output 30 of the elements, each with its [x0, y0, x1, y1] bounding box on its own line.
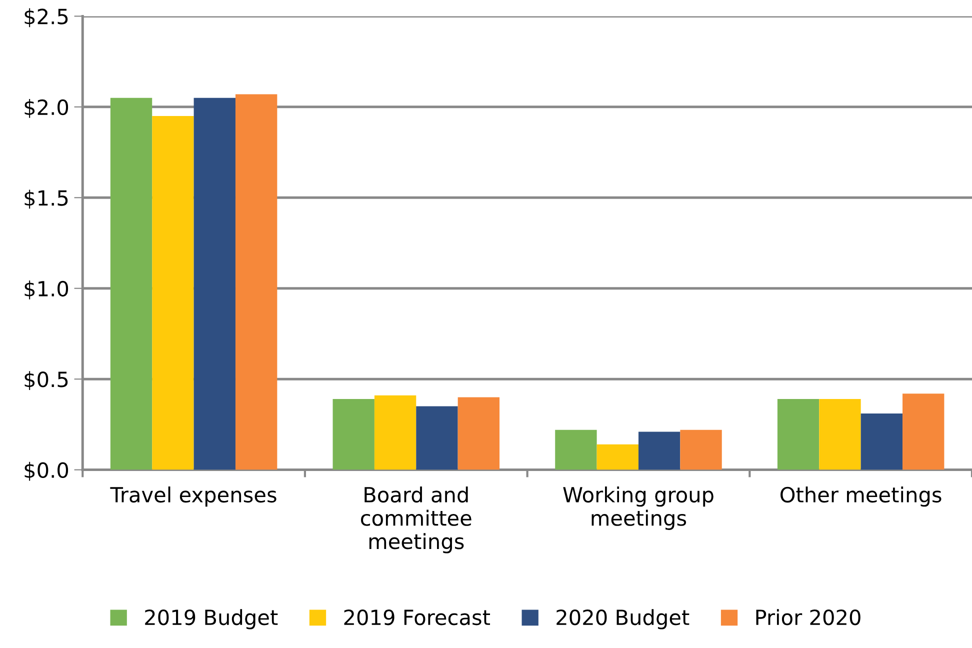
y-tick-label: $0.0 [24, 462, 68, 481]
bar [458, 397, 500, 470]
bar [680, 430, 722, 470]
bar [332, 399, 374, 470]
y-tick-label: $1.0 [24, 280, 68, 300]
y-tick-label: $0.5 [24, 371, 68, 390]
bar [152, 116, 194, 470]
y-tick-label: $2.0 [24, 99, 68, 118]
bar [596, 444, 638, 470]
legend-label: 2020 Budget [556, 609, 690, 630]
bar [110, 98, 152, 470]
x-tick-label: Board and committee meetings [361, 486, 472, 554]
y-tick-label: $2.5 [24, 8, 68, 28]
bar [819, 399, 861, 470]
bar [416, 406, 458, 470]
x-tick-label: Travel expenses [110, 486, 276, 507]
bar [777, 399, 820, 470]
bar [374, 395, 416, 470]
legend-label: 2019 Forecast [344, 609, 490, 626]
bar [638, 432, 680, 470]
y-tick-label: $1.5 [24, 190, 68, 209]
legend-label: 2019 Budget [145, 609, 278, 630]
bar [235, 94, 278, 470]
legend-label: Prior 2020 [756, 609, 860, 626]
x-tick-label: Working group meetings [563, 486, 714, 530]
bar [555, 430, 597, 470]
bar [194, 98, 236, 470]
bar [860, 414, 903, 470]
bar [902, 394, 944, 470]
x-tick-label: Other meetings [780, 486, 942, 507]
